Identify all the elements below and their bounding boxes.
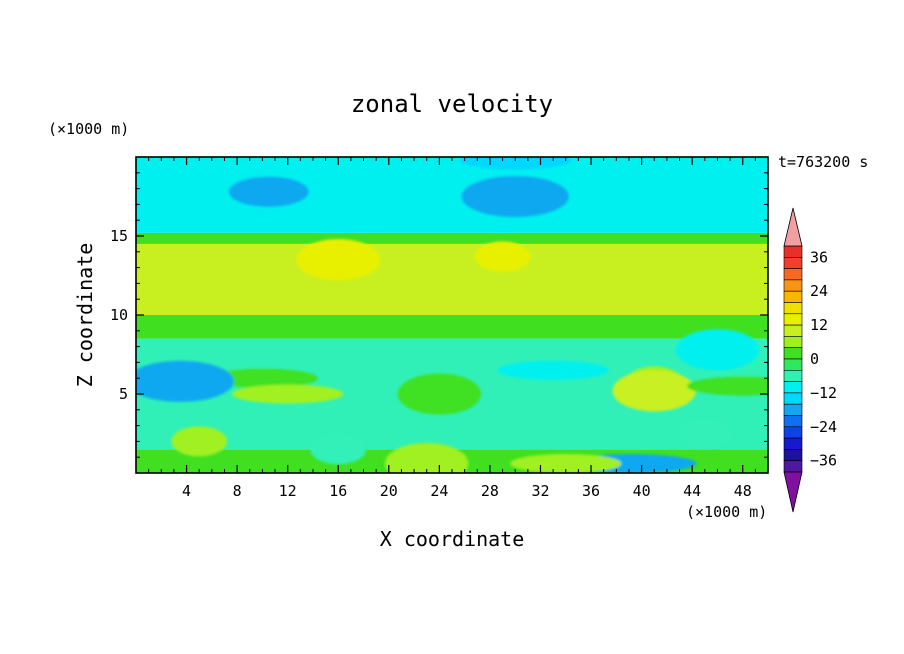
colorbar-swatch-6 — [783, 313, 803, 326]
field-patch-10 — [397, 373, 482, 415]
colorbar-tick-label: 24 — [810, 282, 828, 300]
field-patch-11 — [497, 360, 609, 380]
x-tick-label: 16 — [329, 482, 347, 500]
colorbar-swatch-0 — [783, 245, 803, 258]
colorbar-swatch-2 — [783, 268, 803, 281]
field-patch-3 — [474, 241, 531, 272]
x-tick-label: 48 — [734, 482, 752, 500]
x-tick-label: 36 — [582, 482, 600, 500]
x-tick-label: 8 — [233, 482, 242, 500]
colorbar-tick-label: 36 — [810, 248, 828, 266]
colorbar-swatch-10 — [783, 358, 803, 371]
x-axis-unit: (×1000 m) — [686, 503, 767, 521]
field-patch-9 — [171, 426, 228, 457]
colorbar: 36 24 12 0 −12 −24 −36 — [783, 207, 837, 513]
field-layer-3 — [136, 243, 768, 315]
x-tick-label: 44 — [683, 482, 701, 500]
colorbar-swatch-18 — [783, 449, 803, 461]
field-patch-17 — [687, 376, 768, 396]
colorbar-swatch-7 — [783, 324, 803, 337]
colorbar-tick-label: 12 — [810, 316, 828, 334]
x-axis-title: X coordinate — [380, 527, 525, 551]
x-tick-label: 12 — [279, 482, 297, 500]
colorbar-swatch-14 — [783, 403, 803, 416]
colorbar-swatch-8 — [783, 336, 803, 348]
colorbar-swatch-3 — [783, 279, 803, 292]
field-patch-4 — [296, 239, 380, 281]
colorbar-tick-label: −24 — [810, 418, 837, 436]
y-tick-label: 10 — [110, 306, 128, 324]
x-tick-label: 24 — [430, 482, 448, 500]
colorbar-swatch-1 — [783, 256, 803, 269]
y-axis-unit: (×1000 m) — [48, 120, 129, 138]
field-layer-4 — [136, 232, 768, 244]
field-patch-8 — [232, 384, 344, 404]
field-patches — [136, 157, 768, 473]
field-patch-15 — [676, 418, 733, 449]
field-patch-7 — [136, 360, 234, 402]
field-patch-2 — [459, 157, 571, 170]
y-tick-label: 15 — [110, 227, 128, 245]
y-axis-ticks: 5 10 15 — [110, 172, 768, 458]
colorbar-swatch-5 — [783, 302, 803, 315]
x-tick-label: 40 — [633, 482, 651, 500]
y-axis-title: Z coordinate — [73, 243, 97, 388]
colorbar-tick-label: −36 — [810, 452, 837, 470]
field-patch-5 — [206, 368, 319, 388]
field-patch-20 — [510, 454, 622, 473]
colorbar-swatch-13 — [783, 392, 803, 405]
y-tick-label: 5 — [119, 385, 128, 403]
colorbar-tick-label: −12 — [810, 384, 837, 402]
field-layer-2 — [136, 315, 768, 339]
x-tick-label: 32 — [531, 482, 549, 500]
time-label: t=763200 s — [778, 153, 868, 171]
x-tick-label: 28 — [481, 482, 499, 500]
colorbar-swatch-16 — [783, 426, 803, 439]
colorbar-swatch-12 — [783, 381, 803, 394]
x-tick-label: 4 — [182, 482, 191, 500]
field-patch-1 — [461, 175, 569, 218]
colorbar-under-arrow — [783, 471, 803, 513]
colorbar-swatch-11 — [783, 369, 803, 382]
colorbar-swatch-9 — [783, 347, 803, 360]
x-axis-ticks: 4 8 12 16 20 24 28 32 36 40 44 48 — [148, 157, 756, 500]
field-patch-18 — [310, 434, 367, 465]
x-tick-label: 20 — [380, 482, 398, 500]
colorbar-swatch-4 — [783, 290, 803, 303]
colorbar-over-arrow — [783, 207, 803, 247]
colorbar-swatch-15 — [783, 415, 803, 428]
colorbar-swatch-17 — [783, 437, 803, 450]
field-patch-16 — [675, 329, 760, 371]
field-patch-13 — [612, 370, 696, 412]
colorbar-tick-label: 0 — [810, 350, 819, 368]
field-patch-19 — [385, 442, 469, 473]
field-patch-0 — [228, 176, 309, 207]
colorbar-swatch-19 — [783, 460, 803, 473]
contour-field — [136, 157, 768, 473]
chart-title: zonal velocity — [351, 90, 553, 118]
